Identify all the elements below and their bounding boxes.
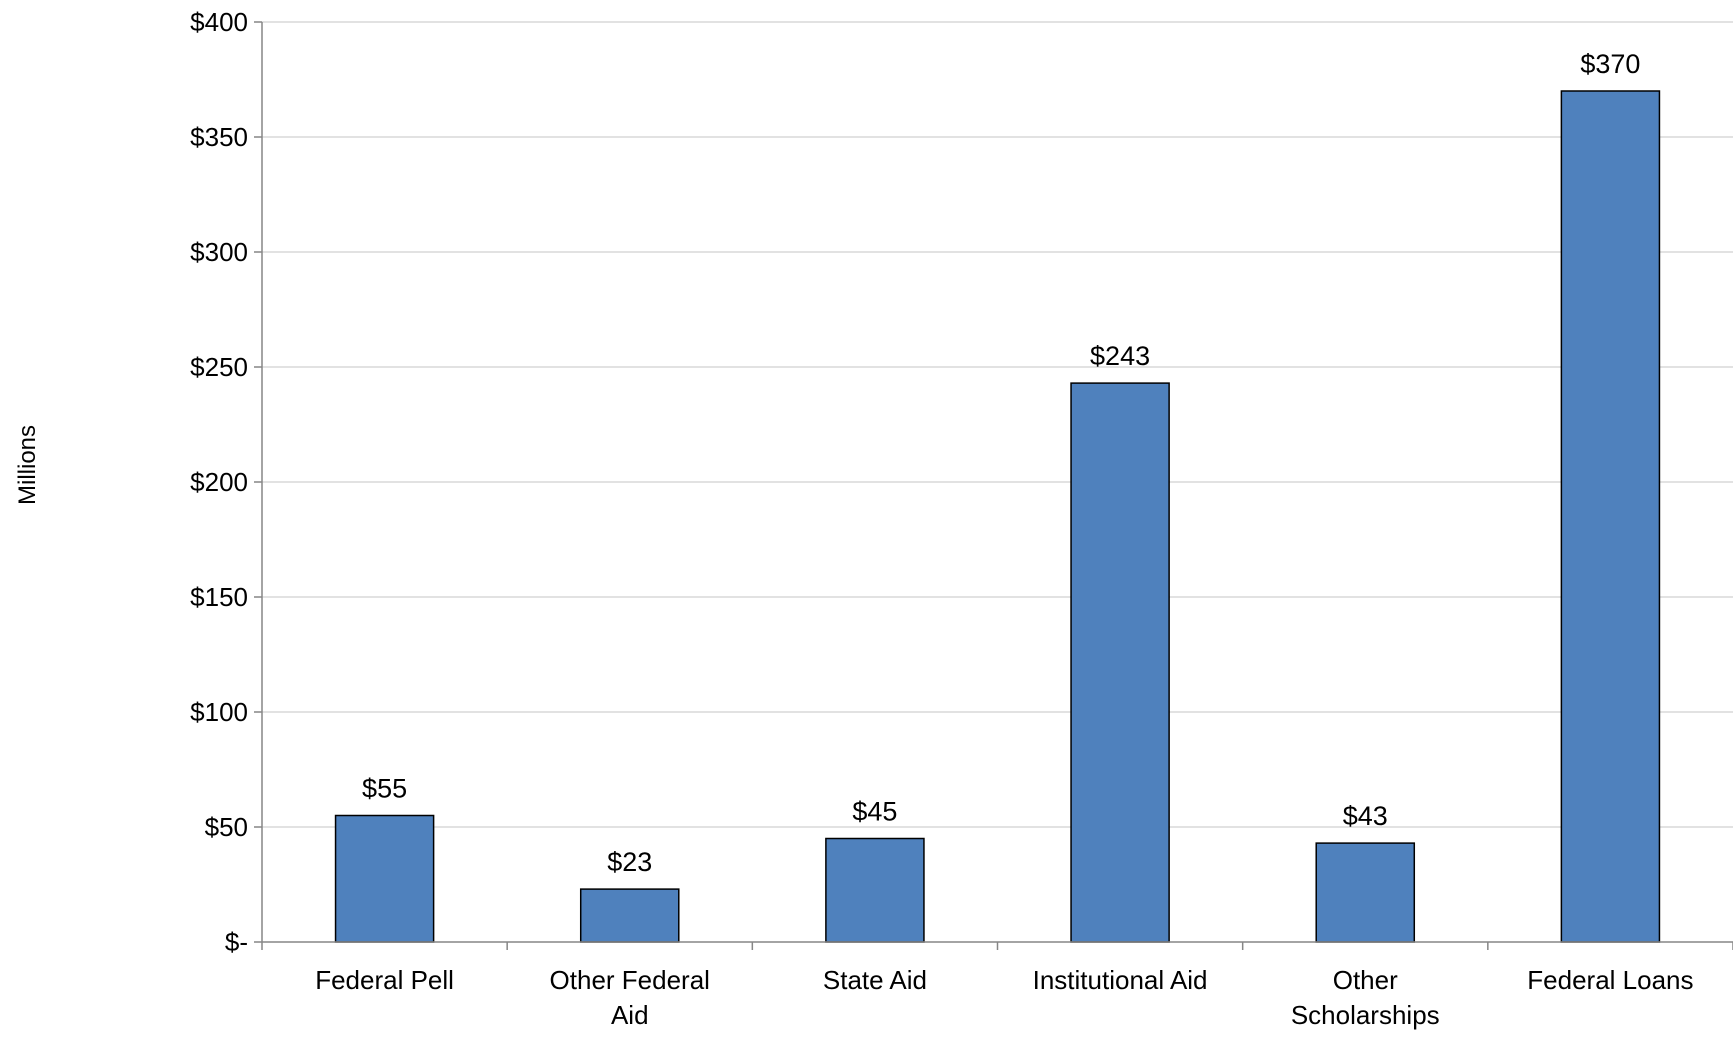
y-tick-label: $- — [225, 927, 248, 957]
bar — [579, 888, 680, 943]
gridlines — [262, 21, 1733, 828]
x-category-labels: Federal Pell Other Federal Aid State Aid Ins… — [315, 965, 1693, 1030]
bars — [334, 90, 1661, 943]
bar — [1315, 842, 1416, 943]
x-category-label: State Aid — [823, 965, 927, 995]
y-tick-label: $100 — [190, 697, 248, 727]
data-labels: $55 $23 $45 $243 $43 $370 — [362, 49, 1640, 877]
bar — [334, 814, 435, 943]
y-tick-label: $400 — [190, 7, 248, 37]
data-label: $45 — [852, 797, 897, 827]
data-label: $55 — [362, 774, 407, 804]
y-tick-label: $350 — [190, 122, 248, 152]
data-label: $243 — [1090, 341, 1150, 371]
y-tick-label: $250 — [190, 352, 248, 382]
y-tick-label: $200 — [190, 467, 248, 497]
data-label: $43 — [1343, 801, 1388, 831]
bar — [825, 837, 925, 943]
x-category-label: Federal Pell — [315, 965, 454, 995]
x-category-label: Federal Loans — [1527, 965, 1693, 995]
y-tick-label: $300 — [190, 237, 248, 267]
x-category-label: Other Scholarships — [1291, 965, 1440, 1030]
data-label: $23 — [607, 847, 652, 877]
bar — [1560, 90, 1661, 943]
y-axis-title: Millions — [14, 425, 41, 505]
bar — [1070, 382, 1170, 943]
y-tick-label: $150 — [190, 582, 248, 612]
data-label: $370 — [1580, 49, 1640, 79]
y-tick-labels: $- $50 $100 $150 $200 $250 $300 $350 $400 — [190, 7, 248, 957]
axes — [254, 21, 1733, 950]
x-category-label: Other Federal Aid — [550, 965, 710, 1030]
y-tick-label: $50 — [205, 812, 248, 842]
x-category-label: Institutional Aid — [1033, 965, 1208, 995]
